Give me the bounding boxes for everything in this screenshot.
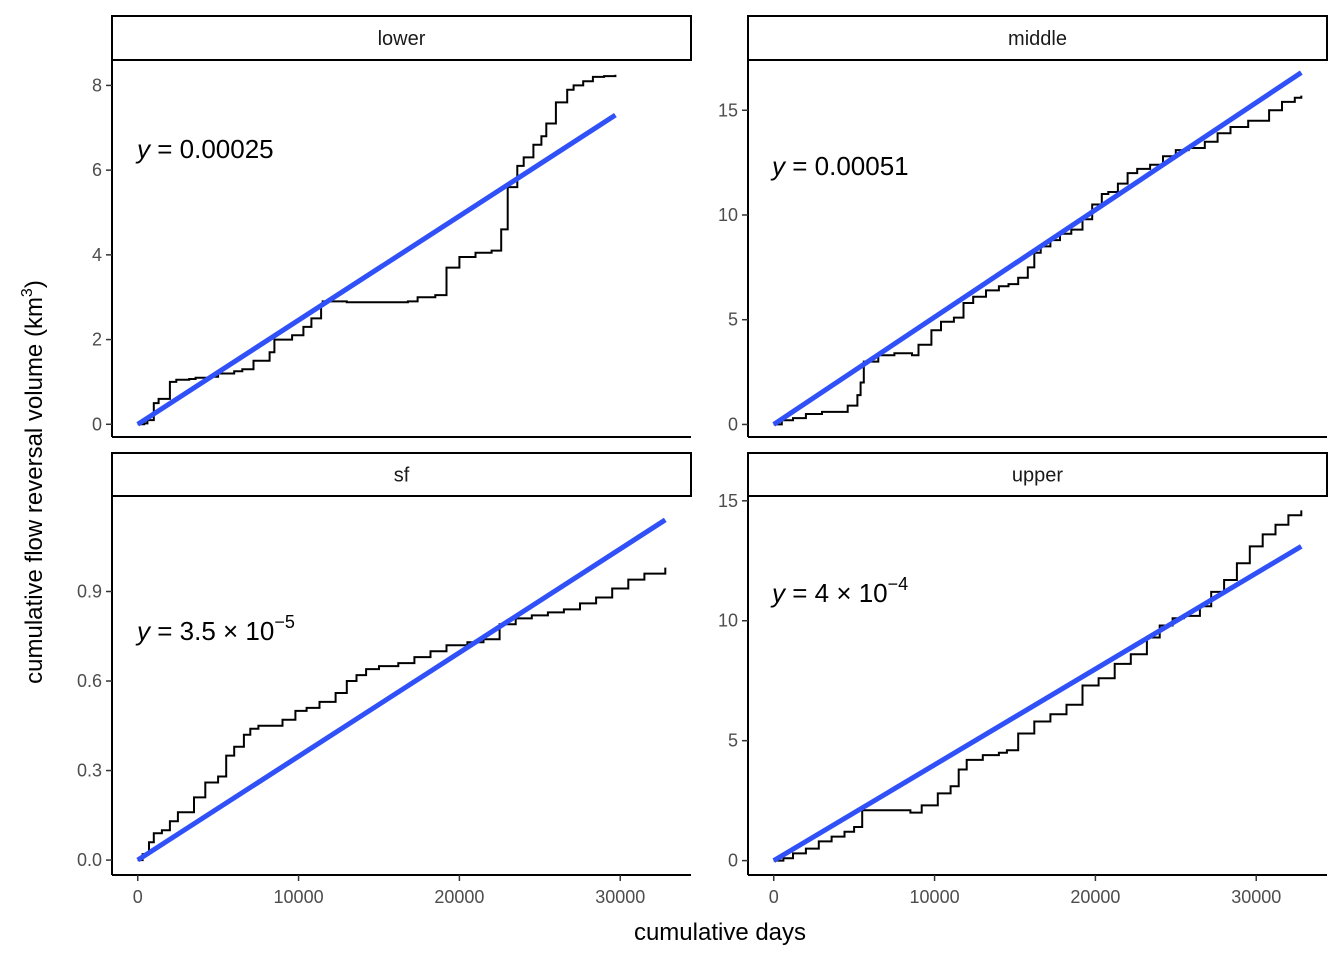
- x-tick-label: 30000: [595, 887, 645, 907]
- y-tick-label: 2: [92, 330, 102, 350]
- y-axis-title-superscript: 3: [19, 288, 36, 297]
- panel-upper: upper 0 5 10 15 0 10000 20000 30000 y = 4 × 10−4: [718, 452, 1328, 907]
- observed-series-line: [137, 567, 667, 862]
- fit-line: [136, 112, 617, 427]
- strip-label: lower: [378, 28, 426, 50]
- equation-label: y = 4 × 10−4: [770, 574, 908, 608]
- y-tick-label: 0.0: [77, 850, 102, 870]
- strip-upper: [747, 452, 1328, 497]
- equation-label: y = 0.00051: [770, 151, 909, 181]
- strip-label: sf: [394, 465, 410, 487]
- y-tick-label: 4: [92, 245, 102, 265]
- observed-series-line: [773, 95, 1303, 426]
- y-tick-label: 5: [728, 731, 738, 751]
- y-tick-label: 10: [718, 611, 738, 631]
- x-tick-label: 20000: [1070, 887, 1120, 907]
- y-tick-label: 10: [718, 205, 738, 225]
- y-tick-label: 5: [728, 310, 738, 330]
- strip-sf: [111, 452, 692, 497]
- fit-line: [136, 517, 667, 863]
- y-tick-label: 0.9: [77, 581, 102, 601]
- x-tick-label: 30000: [1231, 887, 1281, 907]
- strip-middle: [747, 15, 1328, 61]
- observed-series-line: [773, 510, 1303, 862]
- y-tick-label: 0: [728, 851, 738, 871]
- y-axis-title: cumulative flow reversal volume (km3): [19, 280, 48, 684]
- observed-series-line: [137, 74, 617, 426]
- panel-sf: sf 0.0 0.3 0.6 0.9 0 10000 20000 30000 y = 3.5 × …: [77, 452, 692, 907]
- x-tick-label: 10000: [274, 887, 324, 907]
- fit-line: [772, 70, 1303, 427]
- y-tick-label: 0.6: [77, 671, 102, 691]
- y-tick-label: 0: [92, 414, 102, 434]
- y-tick-label: 15: [718, 100, 738, 120]
- y-tick-label: 15: [718, 491, 738, 511]
- panel-lower: lower 0 2 4 6 8 y = 0.00025: [92, 15, 692, 438]
- panel-middle: middle 0 5 10 15 y = 0.00051: [718, 15, 1328, 438]
- x-axis-title: cumulative days: [634, 919, 806, 946]
- y-tick-label: 6: [92, 160, 102, 180]
- y-tick-label: 0: [728, 414, 738, 434]
- x-tick-label: 0: [133, 887, 143, 907]
- fit-line: [772, 544, 1303, 863]
- x-tick-label: 10000: [910, 887, 960, 907]
- strip-label: upper: [1012, 465, 1063, 487]
- equation-label: y = 3.5 × 10−5: [135, 612, 295, 646]
- strip-lower: [111, 15, 692, 61]
- y-tick-label: 8: [92, 75, 102, 95]
- y-tick-label: 0.3: [77, 761, 102, 781]
- x-tick-label: 20000: [434, 887, 484, 907]
- equation-label: y = 0.00025: [135, 134, 274, 164]
- strip-label: middle: [1008, 28, 1067, 50]
- x-tick-label: 0: [769, 887, 779, 907]
